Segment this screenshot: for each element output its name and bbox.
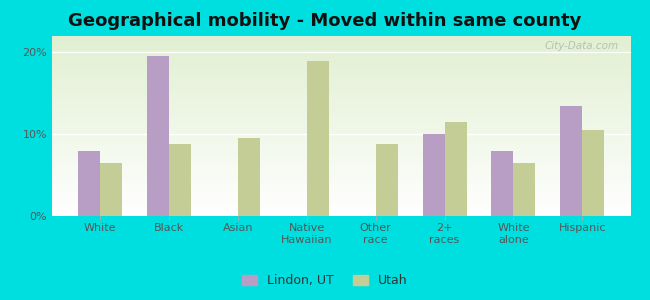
Bar [491,151,514,216]
Text: City-Data.com: City-Data.com [545,41,619,51]
Bar [514,163,536,216]
Bar [307,61,329,216]
Bar [582,130,604,216]
Bar [238,138,260,216]
Bar [100,163,122,216]
Bar [169,144,191,216]
Text: Geographical mobility - Moved within same county: Geographical mobility - Moved within sam… [68,12,582,30]
Bar [422,134,445,216]
Bar [78,151,100,216]
Bar [147,56,169,216]
Legend: Lindon, UT, Utah: Lindon, UT, Utah [239,270,411,291]
Bar [445,122,467,216]
Bar [376,144,398,216]
Bar [560,106,582,216]
